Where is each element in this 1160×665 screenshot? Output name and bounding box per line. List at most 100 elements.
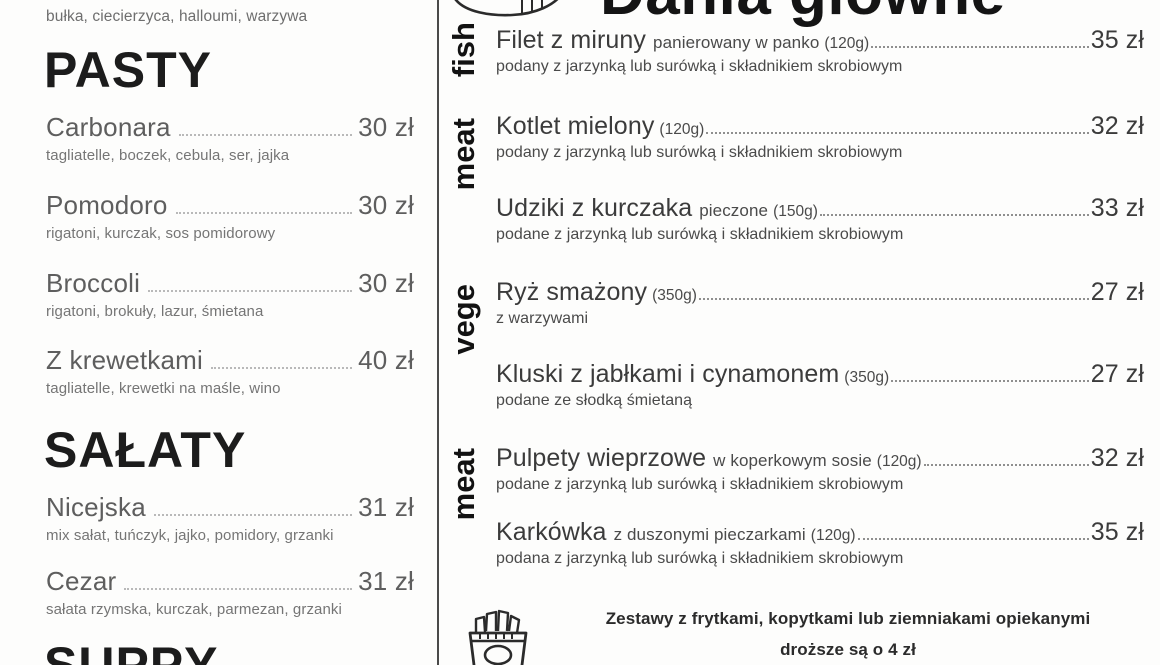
item-title-row: Ryż smażony (350g) 27 zł <box>496 278 1144 307</box>
right-column: Dania główne fish meat vege meat Filet z… <box>440 0 1160 665</box>
item-price: 35 zł <box>1090 518 1144 546</box>
item-description: podany z jarzynką lub surówką i składnik… <box>496 144 903 161</box>
item-name: Pulpety wieprzowe <box>496 444 707 472</box>
item-title-row: Carbonara 30 zł <box>46 112 414 143</box>
menu-item-pomodoro[interactable]: Pomodoro 30 zł rigatoni, kurczak, sos po… <box>46 190 414 242</box>
leader-dots <box>124 587 353 590</box>
leader-dots <box>857 537 1089 540</box>
item-name: Nicejska <box>46 492 146 522</box>
item-description: podana z jarzynką lub surówką i składnik… <box>496 550 904 567</box>
item-description: podane z jarzynką lub surówką i składnik… <box>496 226 904 243</box>
item-name: Broccoli <box>46 268 141 298</box>
item-subtitle: z duszonymi pieczarkami <box>613 525 806 544</box>
item-title-row: Pomodoro 30 zł <box>46 190 414 221</box>
item-subtitle: w koperkowym sosie <box>713 451 872 470</box>
menu-item-carbonara[interactable]: Carbonara 30 zł tagliatelle, boczek, ceb… <box>46 112 414 164</box>
item-title-row: Nicejska 31 zł <box>46 492 414 523</box>
footer-text-block: Zestawy z frytkami, kopytkami lub ziemni… <box>548 609 1148 660</box>
menu-item-pulpety-wieprzowe[interactable]: Pulpety wieprzowe w koperkowym sosie (12… <box>496 444 1144 494</box>
item-name: Kluski z jabłkami i cynamonem <box>496 360 840 388</box>
leader-dots <box>923 463 1089 466</box>
item-description: rigatoni, kurczak, sos pomidorowy <box>46 225 276 242</box>
item-title-row: Z krewetkami 40 zł <box>46 345 414 376</box>
item-grams: (120g) <box>876 453 922 470</box>
item-price: 40 zł <box>358 345 414 375</box>
item-price: 27 zł <box>1090 360 1144 388</box>
item-grams: (120g) <box>810 527 856 544</box>
item-price: 30 zł <box>358 112 414 142</box>
category-label-vege: vege <box>446 284 481 355</box>
page-title: Dania główne <box>600 0 1006 29</box>
item-price: 30 zł <box>358 190 414 220</box>
item-name: Carbonara <box>46 112 171 142</box>
item-title-row: Cezar 31 zł <box>46 566 414 597</box>
item-price: 32 zł <box>1090 112 1144 140</box>
menu-item-karkowka[interactable]: Karkówka z duszonymi pieczarkami (120g) … <box>496 518 1144 568</box>
item-grams: (150g) <box>773 203 818 220</box>
item-title-row: Kotlet mielony (120g) 32 zł <box>496 112 1144 141</box>
item-price: 31 zł <box>358 566 414 596</box>
item-subtitle: pieczone <box>699 201 769 220</box>
item-title-row: Kluski z jabłkami i cynamonem (350g) 27 … <box>496 360 1144 389</box>
item-description: rigatoni, brokuły, lazur, śmietana <box>46 303 264 320</box>
leader-dots <box>698 297 1089 300</box>
section-heading-salaty: SAŁATY <box>44 422 247 478</box>
lead-description: bułka, ciecierzyca, halloumi, warzywa <box>46 8 308 25</box>
menu-item-broccoli[interactable]: Broccoli 30 zł rigatoni, brokuły, lazur,… <box>46 268 414 320</box>
item-title-row: Pulpety wieprzowe w koperkowym sosie (12… <box>496 444 1144 473</box>
item-description: sałata rzymska, kurczak, parmezan, grzan… <box>46 601 342 618</box>
item-grams: (120g) <box>659 121 705 138</box>
item-name: Karkówka <box>496 518 607 546</box>
menu-item-nicejska[interactable]: Nicejska 31 zł mix sałat, tuńczyk, jajko… <box>46 492 414 544</box>
footer-line-1: Zestawy z frytkami, kopytkami lub ziemni… <box>605 609 1091 628</box>
leader-dots <box>175 211 353 214</box>
menu-item-filet-z-miruny[interactable]: Filet z miruny panierowany w panko (120g… <box>496 26 1144 76</box>
fish-illustration <box>454 0 559 17</box>
item-price: 31 zł <box>358 492 414 522</box>
item-title-row: Broccoli 30 zł <box>46 268 414 299</box>
item-description: mix sałat, tuńczyk, jajko, pomidory, grz… <box>46 527 334 544</box>
item-description: tagliatelle, krewetki na maśle, wino <box>46 380 281 397</box>
item-description: tagliatelle, boczek, cebula, ser, jajka <box>46 147 290 164</box>
leader-dots <box>210 366 353 369</box>
leader-dots <box>178 133 353 136</box>
column-divider <box>437 0 439 665</box>
menu-item-ryz-smazony[interactable]: Ryż smażony (350g) 27 zł z warzywami <box>496 278 1144 328</box>
menu-item-udziki-z-kurczaka[interactable]: Udziki z kurczaka pieczone (150g) 33 zł … <box>496 194 1144 244</box>
item-title-row: Udziki z kurczaka pieczone (150g) 33 zł <box>496 194 1144 223</box>
section-heading-cut-off: SUPPY <box>44 640 219 665</box>
menu-item-z-krewetkami[interactable]: Z krewetkami 40 zł tagliatelle, krewetki… <box>46 345 414 397</box>
item-description: podane ze słodką śmietaną <box>496 392 693 409</box>
item-grams: (350g) <box>652 287 697 304</box>
left-column: bułka, ciecierzyca, halloumi, warzywa PA… <box>0 0 420 665</box>
footer-line-2: droższe są o 4 zł <box>780 640 916 659</box>
item-description: z warzywami <box>496 310 589 327</box>
leader-dots <box>871 45 1089 48</box>
item-name: Cezar <box>46 566 117 596</box>
fries-icon <box>468 609 528 665</box>
category-label-fish: fish <box>446 22 481 78</box>
item-subtitle: panierowany w panko <box>653 33 820 52</box>
menu-item-kotlet-mielony[interactable]: Kotlet mielony (120g) 32 zł podany z jar… <box>496 112 1144 162</box>
item-description: podany z jarzynką lub surówką i składnik… <box>496 58 903 75</box>
item-price: 30 zł <box>358 268 414 298</box>
item-description: podane z jarzynką lub surówką i składnik… <box>496 476 904 493</box>
leader-dots <box>819 213 1089 216</box>
item-name: Filet z miruny <box>496 26 647 54</box>
leader-dots <box>153 513 353 516</box>
item-price: 32 zł <box>1090 444 1144 472</box>
item-name: Udziki z kurczaka <box>496 194 693 222</box>
item-name: Kotlet mielony <box>496 112 655 140</box>
menu-item-cezar[interactable]: Cezar 31 zł sałata rzymska, kurczak, par… <box>46 566 414 618</box>
category-label-meat-1: meat <box>446 118 481 191</box>
item-title-row: Filet z miruny panierowany w panko (120g… <box>496 26 1144 55</box>
category-label-meat-2: meat <box>446 448 481 521</box>
item-name: Pomodoro <box>46 190 168 220</box>
section-heading-pasty: PASTY <box>44 42 212 98</box>
leader-dots <box>148 289 353 292</box>
item-grams: (350g) <box>844 369 890 386</box>
menu-item-kluski-z-jablkami[interactable]: Kluski z jabłkami i cynamonem (350g) 27 … <box>496 360 1144 410</box>
item-price: 35 zł <box>1090 26 1144 54</box>
item-price: 27 zł <box>1090 278 1144 306</box>
